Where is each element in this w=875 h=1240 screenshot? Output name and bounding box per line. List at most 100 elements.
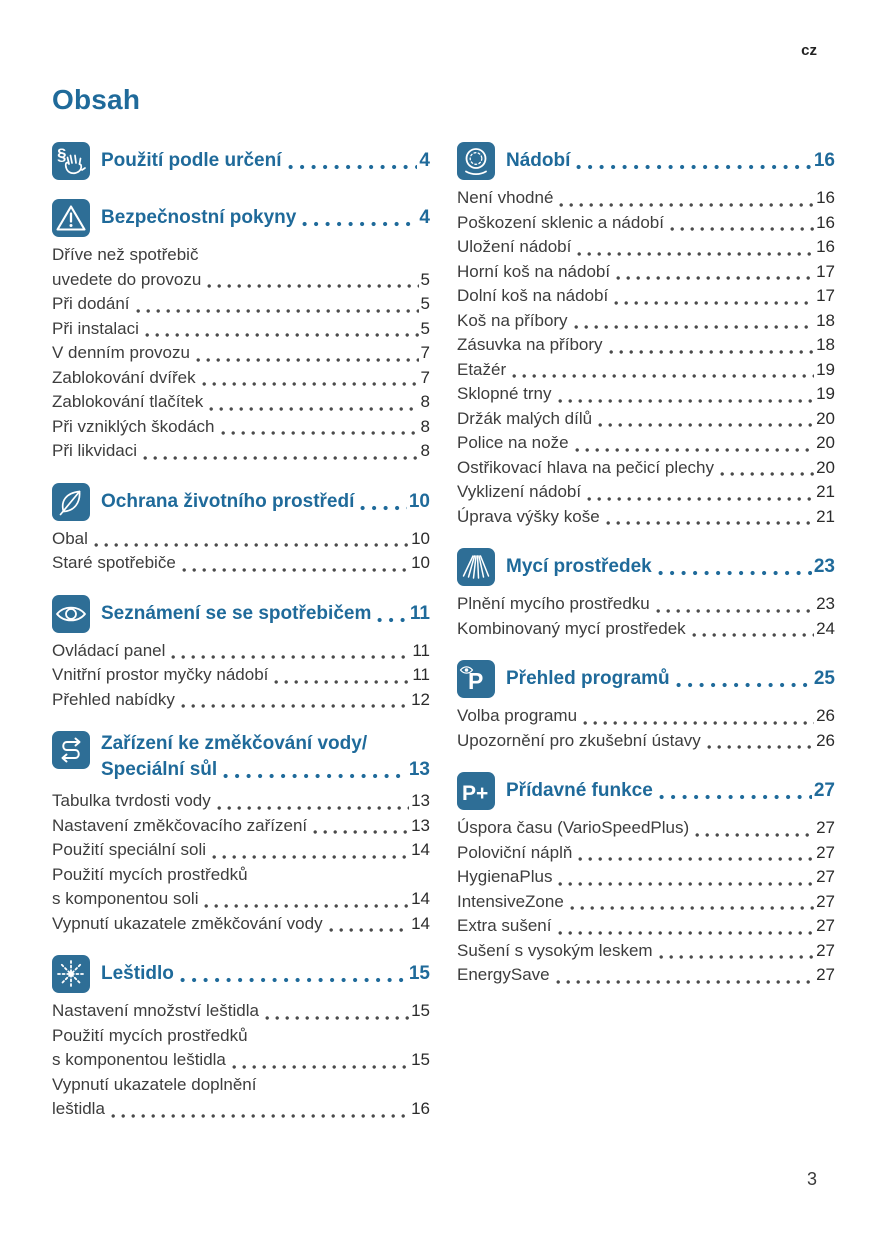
- toc-entry-label: Uložení nádobí: [457, 237, 572, 256]
- dot-leader: [583, 719, 815, 726]
- toc-entry: Kombinovaný mycí prostředek 24: [457, 617, 835, 642]
- toc-entry: Při likvidaci 8: [52, 439, 430, 464]
- toc-entry: Horní koš na nádobí 17: [457, 260, 835, 285]
- dot-leader: [574, 446, 815, 453]
- toc-entry: Nastavení změkčovacího zařízení 13: [52, 814, 430, 839]
- toc-entry: Tabulka tvrdosti vody 13: [52, 789, 430, 814]
- toc-page-number: 21: [816, 482, 835, 501]
- swap-arrows-icon: [52, 731, 90, 769]
- toc-page-number: 23: [816, 594, 835, 613]
- toc-section-title-line: Seznámení se se spotřebičem 11: [101, 601, 430, 627]
- toc-entry-label: leštidla: [52, 1099, 105, 1118]
- toc-page-number: 11: [412, 640, 430, 660]
- toc-entry: Držák malých dílů 20: [457, 407, 835, 432]
- toc-section-title-line: Mycí prostředek 23: [506, 554, 835, 580]
- svg-text:§: §: [57, 145, 66, 164]
- toc-entry-label: Vypnutí ukazatele doplnění: [52, 1074, 257, 1094]
- toc-entry-label: Staré spotřebiče: [52, 553, 176, 572]
- toc-section-header: Leštidlo 15: [52, 955, 430, 993]
- toc-entry-label: Při instalaci: [52, 318, 139, 338]
- toc-page-number: 11: [412, 665, 430, 684]
- toc-section-title-line: Speciální sůl 13: [101, 757, 430, 783]
- dot-leader: [616, 275, 815, 281]
- dot-leader: [220, 430, 419, 436]
- toc-page-number: 27: [813, 780, 835, 801]
- dot-leader: [144, 332, 419, 338]
- toc-entry-label: Vnitřní prostor myčky nádobí: [52, 665, 269, 684]
- toc-page-number: 15: [411, 1050, 430, 1069]
- toc-section-title: Leštidlo: [101, 963, 174, 984]
- dot-leader: [223, 773, 407, 779]
- toc-entry-label: Plnění mycího prostředku: [457, 594, 650, 613]
- toc-entry: Při vzniklých škodách 8: [52, 415, 430, 440]
- toc-section-program-eye: P Přehled programů 25 Volba programu 26 Upozo…: [457, 660, 835, 753]
- toc-page-number: 27: [816, 965, 835, 984]
- toc-entry: Při instalaci 5: [52, 317, 430, 342]
- toc-entry-label: Zablokování dvířek: [52, 367, 196, 387]
- toc-page-number: 16: [411, 1099, 430, 1118]
- dot-leader: [216, 804, 410, 811]
- toc-section-title: Zařízení ke změkčování vody/: [101, 733, 368, 754]
- toc-page-number: 8: [420, 416, 430, 436]
- dot-leader: [555, 978, 815, 985]
- dot-leader: [614, 299, 815, 306]
- toc-page-number: 16: [816, 237, 835, 256]
- toc-section-header: § Použití podle určení 4: [52, 142, 430, 180]
- dot-leader: [181, 566, 410, 573]
- toc-section-titles: Přídavné funkce 27: [506, 772, 835, 810]
- toc-section-header: Seznámení se se spotřebičem 11: [52, 594, 430, 633]
- toc-entry: Zásuvka na příbory 18: [457, 333, 835, 358]
- toc-entry-label: Držák malých dílů: [457, 408, 593, 428]
- toc-entry: Dolní koš na nádobí 17: [457, 284, 835, 309]
- toc-entry-label: Vyklizení nádobí: [457, 482, 582, 501]
- dot-leader: [264, 1014, 410, 1021]
- toc-entry-label: Použití mycích prostředků: [52, 1025, 248, 1045]
- toc-entry-label: Poškození sklenic a nádobí: [457, 212, 664, 232]
- toc-entry-label: Použití speciální soli: [52, 840, 207, 859]
- toc-page-number: 24: [816, 618, 835, 638]
- dot-leader: [605, 520, 815, 526]
- toc-page-number: 8: [420, 441, 430, 460]
- dot-leader: [706, 744, 815, 750]
- toc-page-number: 18: [816, 335, 835, 354]
- toc-page-number: 21: [816, 506, 835, 526]
- toc-page-number: 5: [420, 318, 430, 338]
- toc-entry-label: uvedete do provozu: [52, 269, 202, 289]
- toc-page-number: 27: [816, 916, 835, 935]
- toc-entry-label: Upozornění pro zkušební ústavy: [457, 730, 701, 750]
- toc-entry: s komponentou soli 14: [52, 887, 430, 912]
- dot-leader: [558, 880, 815, 887]
- toc-entry-label: s komponentou leštidla: [52, 1050, 226, 1069]
- toc-section-plate: Nádobí 16 Není vhodné 16 Poškození sklenic a…: [457, 142, 835, 529]
- toc-page-number: 27: [816, 940, 835, 960]
- toc-entry: HygienaPlus 27: [457, 865, 835, 890]
- leaf-icon: [52, 482, 90, 521]
- toc-entry: Upozornění pro zkušební ústavy 26: [457, 729, 835, 754]
- toc-entry: Staré spotřebiče 10: [52, 551, 430, 576]
- toc-section-titles: Seznámení se se spotřebičem 11: [101, 595, 430, 633]
- toc-entry: Police na nože 20: [457, 431, 835, 456]
- toc-section-titles: Bezpečnostní pokyny 4: [101, 199, 430, 237]
- toc-section-header: Mycí prostředek 23: [457, 548, 835, 586]
- paragraph-hand-icon: §: [52, 142, 90, 180]
- toc-entry: Použití mycích prostředků: [52, 863, 430, 888]
- toc-section-title-line: Zařízení ke změkčování vody/: [101, 731, 430, 757]
- toc-page-number: 19: [816, 359, 835, 379]
- toc-page-number: 26: [816, 706, 835, 725]
- page-number: 3: [806, 1169, 817, 1189]
- toc-section-title: Ochrana životního prostředí: [101, 490, 355, 512]
- toc-section-header: Nádobí 16: [457, 142, 835, 180]
- toc-section-warning-triangle: Bezpečnostní pokyny 4 Dříve než spotřebič u…: [52, 199, 430, 464]
- dot-leader: [287, 164, 418, 170]
- toc-entry-label: EnergySave: [457, 965, 550, 984]
- toc-section-title: Bezpečnostní pokyny: [101, 207, 297, 228]
- toc-entry: Vnitřní prostor myčky nádobí 11: [52, 663, 430, 688]
- toc-entry: Vyklizení nádobí 21: [457, 480, 835, 505]
- toc-entry-label: Zablokování tlačítek: [52, 392, 204, 411]
- toc-entry-label: Poloviční náplň: [457, 842, 573, 862]
- toc-page-number: 8: [420, 392, 430, 411]
- toc-page-number: 20: [816, 433, 835, 452]
- toc-page-number: 14: [411, 889, 430, 908]
- dot-leader: [143, 454, 419, 461]
- spray-icon: [457, 548, 495, 586]
